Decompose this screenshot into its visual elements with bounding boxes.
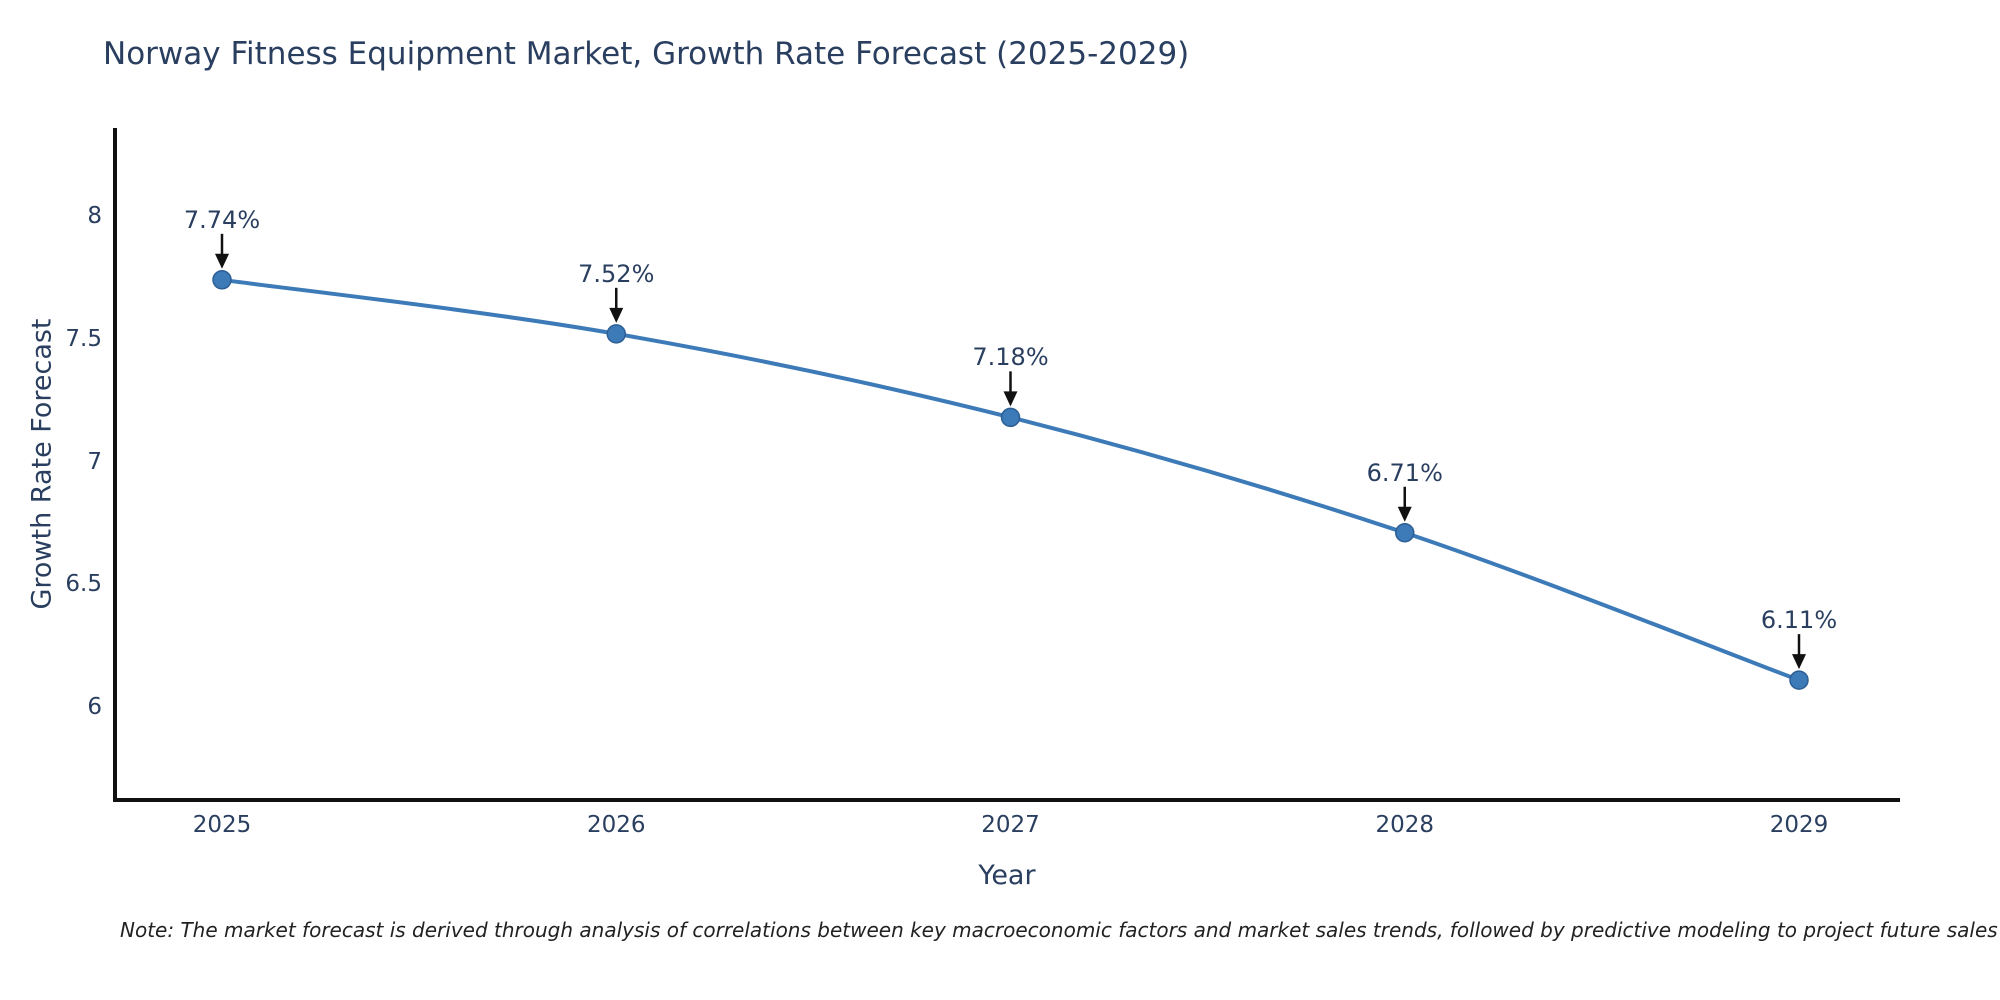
data-point-marker [606,324,626,344]
annotation-arrow-head [215,253,229,269]
annotation-label: 6.11% [1760,606,1838,635]
annotation-arrow-head [1792,654,1806,670]
plot-area: 7.74% 7.52% 7.18% 6.71% 6.11% [117,130,1900,798]
data-point-marker [1000,407,1021,428]
y-tick-label: 6 [87,694,102,721]
x-tick-label: 2026 [586,812,646,838]
annotation-label: 7.74% [183,205,261,234]
x-axis-line [113,798,1900,802]
y-tick-label: 8 [87,202,102,229]
y-tick-label: 6.5 [65,571,102,598]
y-tick-label: 7.5 [65,325,102,352]
data-point-marker [1395,523,1415,543]
growth-rate-line [221,277,1800,682]
data-point-marker [1789,670,1809,690]
y-tick-label: 7 [87,448,102,475]
x-axis-title: Year [978,860,1036,891]
annotation-arrow-head [609,307,624,323]
x-tick-label: 2025 [192,812,252,838]
chart-title: Norway Fitness Equipment Market, Growth … [103,36,1190,72]
annotation-arrow-head [1003,391,1018,407]
annotation-label: 7.18% [972,343,1049,372]
line-series-svg [212,233,1809,690]
data-point-marker [212,270,232,290]
x-tick-label: 2029 [1769,812,1829,838]
x-tick-label: 2027 [981,812,1040,838]
annotation-label: 7.52% [578,259,655,288]
annotation-label: 6.71% [1366,458,1443,487]
x-tick-label: 2028 [1375,812,1435,838]
figure-note: Note: The market forecast is derived thr… [120,918,1998,942]
y-axis-line [113,128,117,802]
annotation-arrow-head [1397,506,1412,522]
